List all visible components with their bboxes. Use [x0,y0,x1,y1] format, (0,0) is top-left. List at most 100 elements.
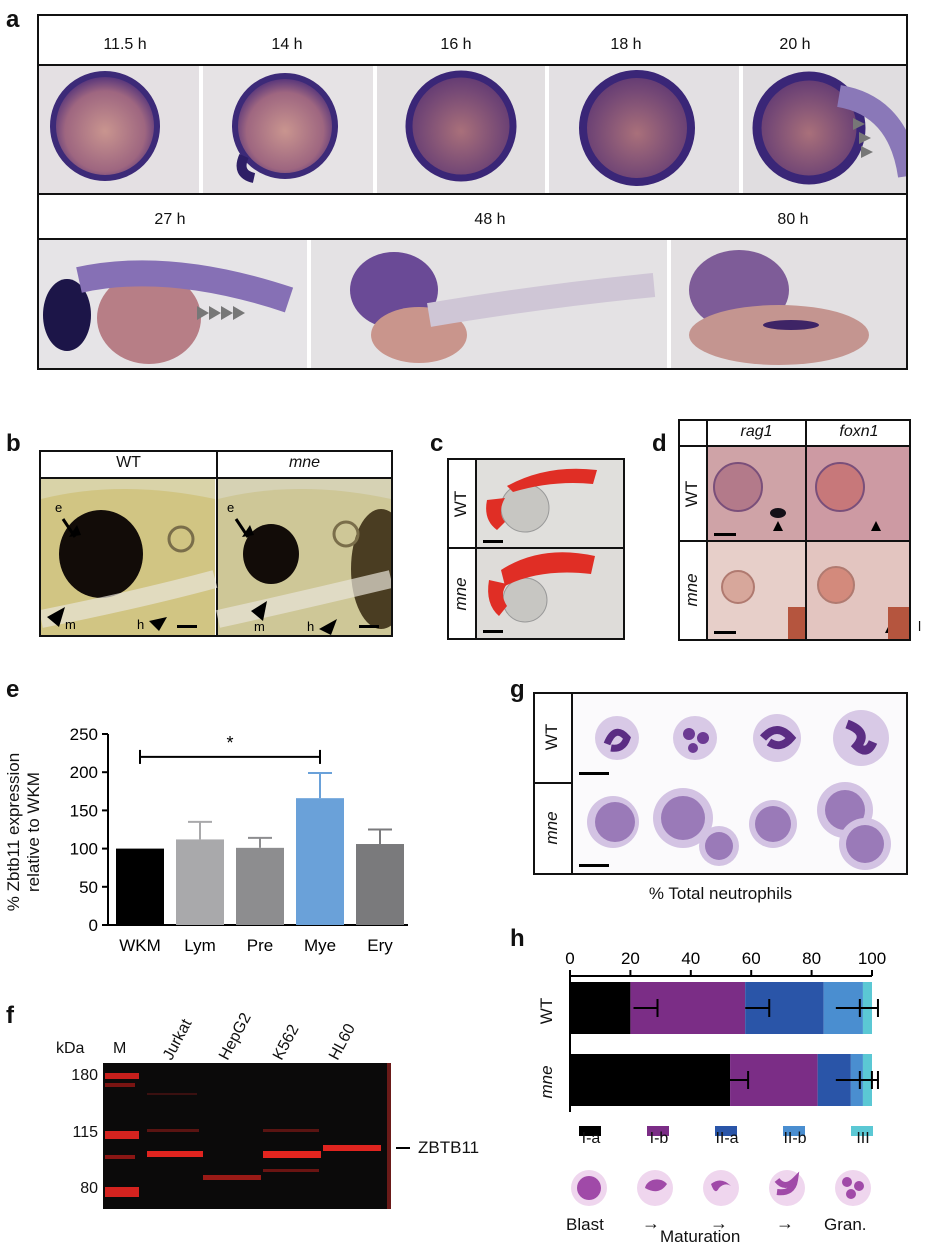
time-label: 14 h [271,36,303,53]
arrow-icon: → [710,1213,728,1233]
stage-cell-icon [637,1170,673,1206]
arrow-icon: → [776,1213,794,1233]
legend-label-ii-a: II-a [715,1130,739,1147]
bar-mye [296,798,344,925]
segment-i-a [570,1054,731,1106]
larva-head-images: e m h e m h [41,479,391,635]
bar-ery [356,844,404,925]
mw-marker-115: 115 [72,1124,98,1141]
neutrophil-morphology-images [573,694,906,873]
x-tick-label: WKM [119,936,161,955]
x-tick-label: 0 [565,949,574,968]
maturation-title: Maturation [660,1227,741,1246]
x-tick-label: Mye [304,936,336,955]
time-label: 27 h [154,211,186,228]
stacked-bars [570,982,879,1106]
x-tick-label: 80 [802,949,821,968]
x-tick-label: 20 [621,949,640,968]
genotype-mne-header: mne [288,454,321,471]
panel-a-label: a [6,6,20,33]
x-tick-label: Ery [367,936,393,955]
legend-swatch-i-a [579,1126,601,1136]
neutrophil-maturation-stacked-bar-chart: 0 20 40 60 80 100 [565,949,886,1136]
panel-d-label: d [652,430,667,457]
x-tick-label: Pre [247,936,273,955]
panel-f-label: f [6,1002,14,1029]
blast-cell-icon [571,1170,607,1206]
lane-label-hepg2: HepG2 [216,1010,255,1063]
panel-b-label: b [6,430,21,457]
legend-swatch-ii-b [783,1126,805,1136]
mw-marker-180: 180 [71,1067,98,1084]
row-label-wt: WT [542,723,561,751]
time-label: 16 h [440,36,472,53]
panel-c-frame [447,458,625,640]
bar-pre [236,847,284,925]
y-tick-label: 200 [70,763,98,782]
x-tick-label: 40 [681,949,700,968]
kda-unit-label: kDa [56,1040,85,1057]
neutrophils-axis-title: % Total neutrophils [648,884,793,903]
segment-i-a [570,982,631,1034]
col-label-foxn1: foxn1 [839,423,879,440]
col-label-rag1: rag1 [740,423,773,440]
legend-label-i-b: I-b [649,1130,669,1147]
y-tick-label: 100 [70,840,98,859]
legend-swatch-i-b [647,1126,669,1136]
thymus-staining-images [708,447,909,639]
stage-legend [579,1126,873,1136]
zbtb11-expression-bar-chart: 0 50 100 150 200 250 WKM Lym Pre Mye Ery * [70,725,408,955]
maturation-end-label: Gran. [824,1215,867,1234]
legend-swatch-iii [851,1126,873,1136]
x-tick-label: Lym [184,936,216,955]
western-blot-image [103,1063,391,1209]
time-label: 80 h [777,211,809,228]
maturation-start-label: Blast [566,1215,604,1234]
row-label-mne: mne [682,573,701,607]
side-mark: l [918,618,922,634]
panel-c-label: c [430,430,444,457]
panel-h-label: h [510,925,525,952]
time-label: 11.5 h [103,36,147,53]
x-tick-labels: WKM Lym Pre Mye Ery [119,936,393,955]
lane-label-marker: M [113,1040,127,1057]
arrow-label-h: h [307,619,314,634]
row-label-mne: mne [542,811,561,845]
arrow-label-m: m [254,619,265,634]
panel-d-frame [678,419,911,641]
bar-wkm [116,848,164,925]
x-tick-label: 100 [858,949,886,968]
arrow-label-e: e [227,500,234,515]
row-label-mne: mne [451,577,470,611]
zbtb11-band-label: ZBTB11 [418,1138,480,1157]
legend-label-iii: III [856,1130,870,1147]
stage-cell-icon [703,1170,739,1206]
lane-label-jurkat: Jurkat [160,1016,196,1063]
y-tick-label: 250 [70,725,98,744]
bars [116,771,404,925]
time-label: 48 h [474,211,506,228]
x-tick-label: 60 [742,949,761,968]
arrow-label-m: m [65,617,76,632]
mw-marker-80: 80 [80,1180,98,1197]
maturation-cell-icons [571,1170,871,1206]
stage-cell-icon [769,1170,805,1206]
legend-label-ii-b: II-b [783,1130,807,1147]
row-label-wt: WT [537,997,556,1025]
lane-label-hl60: HL60 [326,1021,359,1063]
panel-g-label: g [510,676,525,703]
row-label-wt: WT [682,480,701,508]
embryo-timecourse-top [39,66,906,193]
embryo-timecourse-bottom [39,240,906,368]
row-label-mne: mne [537,1065,556,1099]
y-axis-title: % Zbtb11 expression relative to WKM [4,752,43,912]
legend-label-i-a: I-a [581,1130,601,1147]
panel-e-label: e [6,676,20,703]
y-tick-label: 150 [70,801,98,820]
y-tick-label: 50 [79,878,98,897]
panel-a-frame [37,14,908,370]
time-label: 20 h [779,36,811,53]
row-label-wt: WT [451,490,470,518]
brain-segmentation-images [477,460,623,638]
significance-star: * [226,733,233,753]
